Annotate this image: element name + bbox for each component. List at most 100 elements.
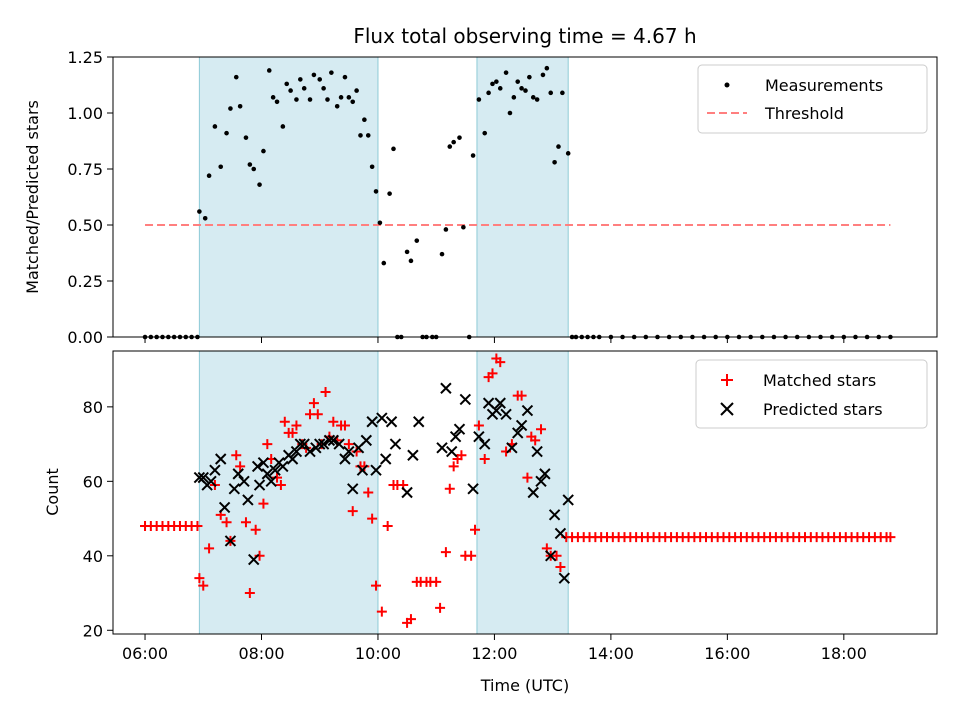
matched-star-point: [351, 446, 362, 457]
matched-star-point: [262, 439, 273, 450]
measurement-point: [270, 95, 276, 100]
predicted-star-point: [343, 445, 355, 458]
measurement-point: [507, 110, 513, 116]
measurement-point: [457, 135, 462, 140]
matched-star-point: [204, 543, 215, 554]
matched-star-point: [473, 420, 484, 431]
measurement-point: [404, 249, 410, 255]
measurement-point: [311, 72, 317, 78]
measurement-point: [544, 65, 550, 71]
matched-star-point: [194, 573, 205, 584]
top-legend-box: [697, 64, 928, 134]
predicted-star-point: [257, 457, 270, 469]
legend-marker-matched: [721, 374, 733, 386]
legend-marker-measurements: [724, 82, 730, 88]
matched-star-point: [522, 472, 533, 483]
measurement-point: [307, 97, 313, 102]
predicted-star-point: [473, 430, 485, 443]
predicted-star-point: [449, 430, 462, 443]
matched-star-point: [192, 521, 203, 532]
predicted-star-point: [389, 438, 402, 450]
predicted-star-point: [327, 434, 340, 447]
y-tick-label: 0.75: [67, 160, 103, 179]
measurement-point: [369, 164, 375, 170]
predicted-star-point: [385, 416, 398, 428]
matched-star-point: [495, 357, 506, 368]
measurement-point: [301, 86, 307, 91]
predicted-star-point: [277, 460, 289, 473]
measurement-point: [354, 88, 359, 93]
matched-star-point: [431, 576, 442, 587]
predicted-star-point: [401, 486, 413, 499]
measurement-point: [534, 97, 540, 102]
predicted-star-point: [527, 486, 539, 499]
matched-star-point: [456, 450, 467, 461]
predicted-star-point: [531, 445, 543, 458]
top-observing-windows: [198, 56, 569, 338]
predicted-star-point: [205, 475, 217, 488]
predicted-star-point: [494, 397, 506, 409]
measurement-point: [482, 130, 488, 136]
measurement-point: [503, 70, 509, 75]
matched-star-point: [466, 550, 477, 561]
y-tick-label: 80: [83, 398, 103, 417]
predicted-star-point: [314, 438, 326, 450]
measurement-point: [451, 139, 456, 145]
predicted-star-point: [304, 445, 316, 458]
predicted-star-point: [218, 501, 231, 514]
predicted-star-point: [370, 464, 382, 476]
matched-star-point: [328, 416, 339, 427]
predicted-star-point: [512, 427, 524, 439]
predicted-star-point: [562, 494, 574, 506]
measurement-point: [530, 95, 536, 100]
matched-star-point: [530, 435, 541, 446]
measurement-point: [329, 70, 334, 75]
predicted-star-point: [413, 416, 425, 428]
top-panel: 0.00 0.25 0.50 0.75 1.00 1.25 Flux total obse…: [23, 24, 938, 347]
matched-star-point: [231, 450, 242, 461]
measurement-point: [552, 159, 557, 165]
measurement-point: [565, 151, 571, 156]
measurement-point: [470, 153, 476, 158]
predicted-star-point: [242, 494, 254, 506]
measurement-point: [206, 173, 212, 179]
measurement-point: [243, 135, 249, 140]
matched-star-point: [359, 461, 370, 472]
measurement-point: [408, 258, 414, 264]
measurement-point: [362, 117, 367, 123]
predicted-star-point: [251, 460, 264, 473]
legend-label-predicted: Predicted stars: [763, 400, 883, 419]
measurement-point: [247, 162, 253, 167]
predicted-star-point: [197, 471, 209, 484]
predicted-star-point: [479, 438, 491, 450]
measurement-point: [548, 90, 554, 96]
top-y-ticks: 0.00 0.25 0.50 0.75 1.00 1.25: [67, 48, 113, 347]
matched-star-point: [435, 602, 446, 613]
predicted-star-point: [248, 553, 260, 566]
predicted-star-point: [261, 468, 274, 480]
matched-star-point: [308, 398, 319, 409]
measurement-point: [556, 144, 561, 149]
measurement-point: [298, 77, 303, 82]
matched-star-point: [240, 517, 251, 528]
matched-star-point: [275, 480, 286, 491]
predicted-star-point: [467, 483, 479, 495]
predicted-star-point: [490, 404, 503, 417]
predicted-star-point: [440, 382, 452, 394]
y-tick-label: 0.50: [67, 216, 103, 235]
matched-star-point: [258, 498, 269, 509]
x-axis-label: Time (UTC): [480, 676, 569, 695]
predicted-stars-layer: [193, 382, 574, 584]
predicted-star-point: [376, 412, 388, 424]
predicted-star-point: [269, 464, 281, 476]
measurement-point: [294, 97, 299, 102]
measurement-point: [461, 224, 466, 230]
measurement-point: [257, 182, 262, 187]
bottom-y-ticks: 20 40 60 80: [83, 398, 113, 640]
measurement-point: [350, 99, 356, 105]
matched-star-point: [376, 606, 387, 617]
predicted-star-point: [286, 453, 299, 465]
y-tick-label: 20: [83, 621, 103, 640]
predicted-star-point: [453, 423, 466, 435]
